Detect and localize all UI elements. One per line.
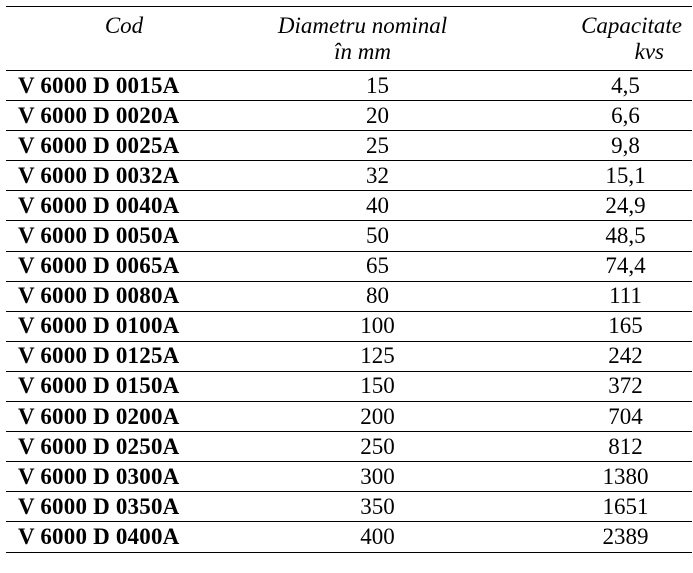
cell-diameter: 80 [366, 283, 389, 309]
cell-code: V 6000 D 0025A [18, 132, 180, 158]
cell-code: V 6000 D 0250A [18, 433, 180, 459]
header-diameter-line2: în mm [334, 39, 391, 64]
cell-capacity: 15,1 [605, 162, 646, 188]
table-row: V 6000 D 0065A 65 74,4 [6, 251, 692, 282]
header-capacity-line2: kvs [634, 39, 664, 64]
table-row: V 6000 D 0300A 300 1380 [6, 462, 692, 492]
cell-code: V 6000 D 0350A [18, 493, 180, 519]
header-diameter-line1: Diametru nominal [277, 13, 448, 38]
table-row: V 6000 D 0125A 125 242 [6, 341, 692, 372]
cell-code: V 6000 D 0040A [18, 192, 180, 218]
cell-code: V 6000 D 0080A [18, 283, 180, 309]
cell-diameter: 65 [366, 253, 389, 279]
table-row: V 6000 D 0400A 400 2389 [6, 522, 692, 552]
cell-capacity: 242 [608, 343, 643, 369]
cell-code: V 6000 D 0015A [18, 72, 180, 98]
cell-capacity: 372 [608, 373, 643, 399]
cell-capacity: 1380 [602, 463, 649, 489]
table-row: V 6000 D 0050A 50 48,5 [6, 221, 692, 252]
cell-capacity: 24,9 [605, 192, 646, 218]
header-capacity-line1: Capacitate [581, 13, 682, 38]
cell-diameter: 100 [360, 313, 395, 339]
table-row: V 6000 D 0025A 25 9,8 [6, 131, 692, 161]
cell-diameter: 400 [360, 523, 395, 549]
cell-code: V 6000 D 0200A [18, 403, 180, 429]
cell-capacity: 704 [608, 403, 643, 429]
cell-diameter: 50 [366, 223, 389, 249]
cell-code: V 6000 D 0032A [18, 162, 180, 188]
cell-diameter: 32 [366, 162, 389, 188]
table-row: V 6000 D 0080A 80 111 [6, 281, 692, 312]
cell-capacity: 1651 [602, 493, 649, 519]
cell-capacity: 4,5 [611, 72, 640, 98]
table-row: V 6000 D 0150A 150 372 [6, 371, 692, 402]
cell-capacity: 812 [608, 433, 643, 459]
table-row: V 6000 D 0350A 350 1651 [6, 492, 692, 522]
valve-spec-table: Cod Diametru nominal în mm Capacitate kv… [6, 6, 692, 553]
cell-code: V 6000 D 0050A [18, 223, 180, 249]
cell-capacity: 9,8 [611, 132, 640, 158]
cell-code: V 6000 D 0020A [18, 102, 180, 128]
cell-diameter: 200 [360, 403, 395, 429]
table-row: V 6000 D 0250A 250 812 [6, 432, 692, 462]
table-row: V 6000 D 0040A 40 24,9 [6, 191, 692, 221]
cell-diameter: 125 [360, 343, 395, 369]
cell-diameter: 350 [360, 493, 395, 519]
table-row: V 6000 D 0100A 100 165 [6, 311, 692, 342]
cell-diameter: 25 [366, 132, 389, 158]
cell-capacity: 2389 [602, 523, 649, 549]
header-code: Cod [104, 13, 144, 38]
table-row: V 6000 D 0015A 15 4,5 [6, 71, 692, 101]
cell-diameter: 250 [360, 433, 395, 459]
table-header-row: Cod Diametru nominal în mm Capacitate kv… [6, 6, 692, 71]
cell-diameter: 20 [366, 102, 389, 128]
cell-code: V 6000 D 0400A [18, 523, 180, 549]
header-capacity: Capacitate kvs [483, 7, 692, 71]
cell-capacity: 165 [608, 313, 643, 339]
header-diameter: Diametru nominal în mm [242, 7, 483, 71]
cell-diameter: 40 [366, 192, 389, 218]
cell-diameter: 150 [360, 373, 395, 399]
cell-code: V 6000 D 0300A [18, 463, 180, 489]
cell-diameter: 300 [360, 463, 395, 489]
cell-diameter: 15 [366, 72, 389, 98]
cell-code: V 6000 D 0125A [18, 343, 180, 369]
cell-code: V 6000 D 0065A [18, 253, 180, 279]
cell-capacity: 48,5 [605, 223, 646, 249]
cell-capacity: 74,4 [605, 253, 646, 279]
table-row: V 6000 D 0200A 200 704 [6, 402, 692, 432]
table-body: V 6000 D 0015A 15 4,5 V 6000 D 0020A 20 … [6, 71, 692, 552]
cell-code: V 6000 D 0150A [18, 373, 180, 399]
cell-code: V 6000 D 0100A [18, 313, 180, 339]
table-row: V 6000 D 0032A 32 15,1 [6, 161, 692, 191]
cell-capacity: 6,6 [611, 102, 640, 128]
cell-capacity: 111 [609, 283, 642, 309]
table-row: V 6000 D 0020A 20 6,6 [6, 101, 692, 131]
